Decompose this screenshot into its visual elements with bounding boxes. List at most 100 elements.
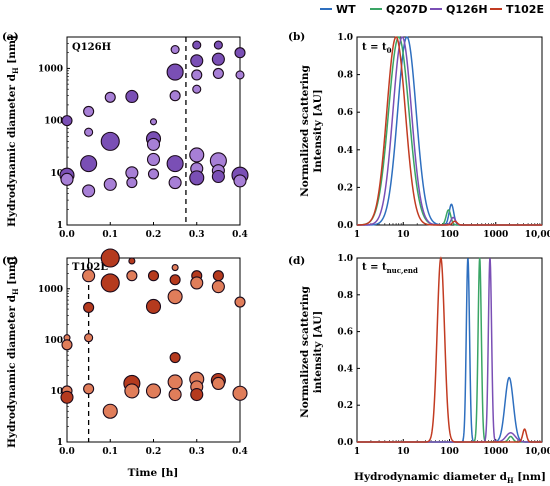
data-point-c	[212, 270, 224, 282]
x-tick-label-a: 0.3	[189, 230, 205, 240]
y-tick-label-c: 1	[57, 438, 63, 448]
y-tick-label-a: 1000	[38, 64, 63, 74]
y-tick-label-d: 0.6	[337, 328, 353, 338]
x-tick-label-d: 1	[354, 447, 360, 457]
panel-tag-a: Q126H	[72, 42, 111, 53]
ylabel-c-unit: [nm]	[6, 256, 18, 288]
y-tick-label-a: 1	[57, 221, 63, 231]
data-point-c	[100, 248, 120, 268]
data-point-c	[100, 273, 120, 293]
data-point-c	[234, 296, 246, 308]
data-point-a	[126, 177, 138, 189]
data-point-c	[168, 387, 182, 402]
xlabel-dh-unit: [nm]	[514, 471, 546, 483]
data-point-a	[170, 44, 180, 55]
y-tick-label-b: 0.0	[337, 221, 353, 231]
data-point-c	[211, 280, 225, 294]
ylabel-b-line1: Normalized scattering	[299, 65, 311, 197]
x-tick-label-d: 10	[397, 447, 410, 457]
y-tick-label-d: 0.8	[337, 291, 353, 301]
ylabel-a-unit: [nm]	[6, 35, 18, 67]
data-point-c	[167, 289, 183, 305]
data-point-a	[104, 91, 116, 103]
y-tick-label-b: 0.6	[337, 108, 353, 118]
x-tick-label-b: 10	[397, 230, 410, 240]
x-tick-label-d: 10,000	[525, 447, 550, 457]
data-point-a	[60, 172, 74, 186]
y-tick-label-b: 1.0	[337, 33, 353, 43]
y-tick-label-c: 10	[50, 387, 63, 397]
x-tick-label-b: 100	[440, 230, 459, 240]
y-tick-label-b: 0.8	[337, 71, 353, 81]
plot-panel-b: 1 10 100 1000 10,000 0.0 0.2 0.4 0.6 0.8 1.0	[337, 33, 550, 240]
panel-letter-a: (a)	[2, 31, 19, 43]
x-tick-label-a: 0.2	[146, 230, 162, 240]
data-point-a	[146, 152, 161, 167]
panel-tag-c: T102E	[72, 262, 108, 273]
legend: WT Q207D Q126H T102E	[320, 3, 544, 16]
data-point-a	[191, 69, 203, 81]
data-point-a	[189, 147, 205, 163]
legend-label-q126h: Q126H	[446, 3, 488, 16]
data-point-a	[211, 52, 225, 66]
ylabel-a-sub: H	[11, 67, 20, 74]
data-point-c	[190, 387, 204, 402]
data-point-a	[234, 47, 246, 59]
data-point-c	[145, 298, 162, 315]
xlabel-dh-main: Hydrodynamic diameter d	[354, 471, 508, 483]
ylabel-d-line1: Normalized scattering	[299, 286, 311, 418]
ylabel-c-sub: H	[11, 288, 20, 295]
data-point-a	[169, 90, 181, 102]
data-point-a	[83, 105, 95, 117]
y-tick-label-b: 0.4	[337, 146, 353, 156]
legend-label-wt: WT	[336, 3, 356, 16]
data-point-c	[82, 269, 96, 283]
y-tick-label-d: 1.0	[337, 254, 353, 264]
data-point-c	[124, 383, 140, 399]
data-point-a	[235, 70, 245, 80]
data-point-a	[125, 89, 139, 104]
data-point-c	[147, 270, 160, 282]
x-tick-label-c: 0.2	[146, 447, 162, 457]
data-point-a	[84, 127, 94, 137]
data-point-a	[80, 155, 98, 173]
data-point-a	[190, 54, 204, 68]
xlabel-dh-sub: H	[507, 476, 514, 485]
x-tick-label-a: 0.4	[232, 230, 248, 240]
x-tick-label-d: 1000	[483, 447, 508, 457]
panel-letter-d: (d)	[288, 255, 305, 267]
data-point-a	[192, 40, 202, 50]
legend-label-t102e: T102E	[506, 3, 544, 16]
x-tick-label-a: 0.0	[59, 230, 75, 240]
data-point-c	[83, 301, 95, 314]
data-point-a	[168, 176, 182, 190]
data-point-a	[166, 155, 184, 173]
data-point-a	[166, 63, 184, 81]
series-line-wt-d	[357, 258, 542, 443]
x-tick-label-c: 0.0	[59, 447, 75, 457]
series-line-t102e-b	[356, 36, 542, 226]
y-tick-label-d: 0.2	[337, 401, 353, 411]
x-tick-label-c: 0.4	[232, 447, 248, 457]
data-point-a	[100, 131, 120, 151]
data-point-c	[211, 376, 225, 391]
ylabel-a-main: Hydrodynamic diameter d	[6, 73, 18, 227]
ylabel-a: Hydrodynamic diameter dH [nm]	[6, 35, 20, 227]
data-point-a	[189, 170, 205, 186]
panel-tag-b-main: t = t	[362, 42, 387, 53]
x-tick-label-a: 0.1	[102, 230, 118, 240]
ylabel-b-line2: Intensity [AU]	[312, 89, 324, 172]
data-point-c	[83, 383, 95, 395]
data-point-a	[192, 84, 202, 94]
data-point-c	[169, 352, 181, 364]
data-point-c	[167, 374, 183, 390]
data-point-c	[61, 339, 73, 351]
data-point-c	[171, 264, 179, 272]
data-point-a	[103, 177, 117, 191]
xlabel-time: Time [h]	[128, 467, 179, 479]
y-tick-label-c: 1000	[38, 285, 63, 295]
data-point-c	[126, 270, 138, 282]
panel-letter-c: (c)	[2, 255, 18, 267]
data-point-a	[233, 174, 247, 188]
